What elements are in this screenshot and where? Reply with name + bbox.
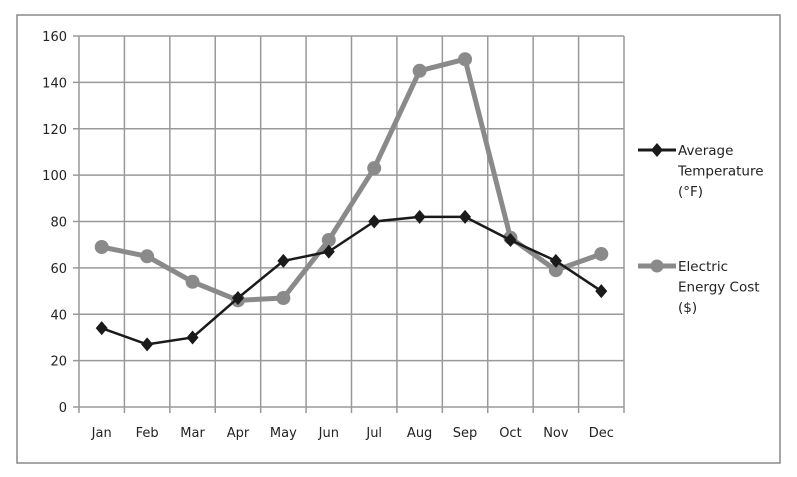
x-tick-label: May (270, 426, 297, 441)
x-tick-label: Apr (227, 426, 250, 441)
x-tick-label: Mar (180, 426, 205, 441)
data-point (277, 253, 290, 268)
legend-label: Electric (678, 259, 728, 275)
y-tick-label: 160 (42, 30, 67, 45)
data-point (140, 249, 155, 264)
legend-item: Average Temperature (°F) (638, 143, 764, 200)
data-point (548, 263, 563, 278)
x-tick-label: Oct (499, 426, 521, 441)
x-tick-label: Jun (318, 426, 339, 441)
legend-label: Average (678, 143, 733, 159)
data-point (141, 337, 154, 352)
data-point (413, 209, 426, 224)
data-point (322, 244, 335, 259)
data-point (549, 253, 562, 268)
data-point (504, 233, 517, 248)
data-point (459, 209, 472, 224)
data-point (458, 52, 473, 67)
series-group (94, 52, 609, 352)
y-tick-label: 40 (50, 308, 67, 323)
x-tick-label: Sep (453, 426, 478, 441)
x-axis: Jan Feb Mar Apr May Jun Jul Aug Sep Oct Nov Dec (91, 426, 614, 441)
data-point (185, 274, 200, 289)
legend-marker (651, 143, 663, 157)
y-tick-label: 60 (50, 262, 67, 277)
data-point (95, 321, 108, 336)
y-tick-label: 140 (42, 76, 67, 91)
series-average-temperature (95, 209, 608, 352)
x-tick-label: Jan (91, 426, 112, 441)
legend-item: Electric Energy Cost ($) (638, 259, 760, 316)
legend-label: Energy Cost (678, 280, 760, 296)
legend-marker (650, 259, 664, 273)
data-point (276, 291, 291, 306)
data-point (186, 330, 199, 345)
y-axis: 0 20 40 60 80 100 120 140 160 (42, 30, 67, 416)
y-tick-label: 100 (42, 169, 67, 184)
data-point (368, 214, 381, 229)
legend: Average Temperature (°F) Electric Energy Cos… (638, 143, 764, 316)
data-point (231, 291, 244, 306)
x-tick-label: Nov (543, 426, 569, 441)
data-point (367, 161, 382, 176)
x-tick-label: Dec (589, 426, 614, 441)
grid (73, 35, 625, 413)
x-tick-label: Feb (136, 426, 159, 441)
data-point (321, 233, 336, 248)
legend-label: ($) (678, 300, 697, 316)
data-point (595, 284, 608, 299)
series-line (101, 215, 602, 346)
legend-label: (°F) (678, 184, 703, 200)
y-tick-label: 0 (59, 401, 67, 416)
x-tick-label: Jul (365, 426, 382, 441)
data-point (412, 63, 427, 78)
data-point (594, 246, 609, 261)
y-tick-label: 80 (50, 216, 67, 231)
y-tick-label: 120 (42, 123, 67, 138)
legend-label: Temperature (677, 164, 764, 180)
chart-frame (16, 14, 781, 464)
y-tick-label: 20 (50, 355, 67, 370)
data-point (94, 240, 109, 255)
x-tick-label: Aug (407, 426, 432, 441)
